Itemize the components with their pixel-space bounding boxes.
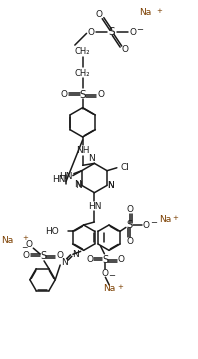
- Text: N: N: [88, 154, 95, 163]
- Text: O: O: [26, 240, 33, 249]
- Text: S: S: [102, 255, 109, 265]
- Text: Cl: Cl: [120, 163, 129, 172]
- Text: O: O: [88, 28, 95, 37]
- Text: O: O: [86, 255, 93, 264]
- Text: O: O: [143, 221, 150, 230]
- Text: O: O: [96, 10, 103, 19]
- Text: HO: HO: [45, 227, 59, 236]
- Text: NH: NH: [76, 146, 89, 155]
- Text: N: N: [72, 250, 79, 259]
- Text: S: S: [127, 220, 133, 230]
- Text: +: +: [156, 8, 162, 14]
- Text: N: N: [61, 258, 68, 267]
- Text: −: −: [108, 271, 115, 280]
- Text: O: O: [121, 46, 128, 55]
- Text: O: O: [23, 252, 30, 261]
- Text: N: N: [74, 180, 81, 189]
- Text: +: +: [23, 236, 28, 241]
- Text: S: S: [79, 90, 86, 100]
- Text: Na: Na: [139, 8, 152, 17]
- Text: HN: HN: [88, 202, 101, 211]
- Text: O: O: [56, 252, 63, 261]
- Text: +: +: [172, 215, 178, 221]
- Text: −: −: [150, 218, 157, 227]
- Text: O: O: [129, 28, 136, 37]
- Text: +: +: [117, 284, 123, 290]
- Text: N: N: [75, 181, 82, 190]
- Text: −: −: [136, 25, 143, 34]
- Text: N: N: [107, 181, 113, 190]
- Text: CH₂: CH₂: [75, 47, 90, 56]
- Text: O: O: [126, 237, 133, 246]
- Text: S: S: [40, 251, 46, 261]
- Text: −: −: [21, 243, 28, 252]
- Text: Na: Na: [1, 236, 14, 245]
- Text: CH₂: CH₂: [75, 69, 90, 78]
- Text: O: O: [118, 255, 125, 264]
- Text: HN: HN: [59, 172, 73, 181]
- Text: Na: Na: [103, 284, 115, 294]
- Text: N: N: [108, 181, 114, 190]
- Text: O: O: [126, 205, 133, 214]
- Text: O: O: [61, 90, 68, 99]
- Text: O: O: [102, 269, 109, 278]
- Text: HN: HN: [52, 175, 66, 184]
- Text: O: O: [98, 90, 105, 99]
- Text: Na: Na: [159, 215, 171, 224]
- Text: S: S: [109, 27, 115, 37]
